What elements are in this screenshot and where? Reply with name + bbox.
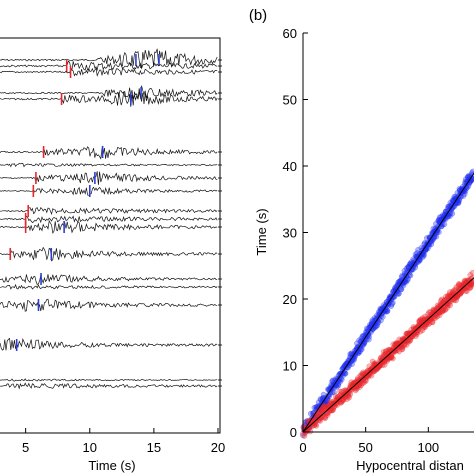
panel-b: (b) 0 10 20 30 40 50 60 0 50 100 Time (s) Hypoce… — [249, 7, 474, 473]
blue-data-point — [412, 264, 419, 271]
seismogram-trace — [0, 90, 218, 107]
blue-data-point — [379, 313, 386, 320]
red-data-point — [322, 414, 329, 420]
seismogram-trace — [0, 215, 218, 224]
red-data-point — [469, 281, 474, 287]
red-data-point — [436, 312, 443, 319]
seismogram-trace — [0, 246, 218, 262]
seismogram-trace — [0, 274, 218, 285]
red-data-point — [360, 377, 367, 384]
seismogram-trace — [0, 186, 218, 196]
y-tick-label: 30 — [283, 226, 297, 241]
blue-data-point — [424, 245, 431, 252]
seismogram-trace — [0, 48, 218, 69]
blue-data-point — [384, 307, 391, 314]
blue-data-point — [378, 317, 384, 324]
red-data-point — [346, 394, 352, 401]
fit-line-blue — [302, 172, 474, 433]
seismogram-trace — [0, 298, 218, 312]
x-tick-label: 100 — [417, 440, 439, 455]
seismogram-traces — [0, 48, 222, 390]
blue-data-point — [441, 221, 448, 228]
blue-data-point — [374, 322, 381, 329]
panel-b-y-ticks: 0 10 20 30 40 50 60 — [283, 26, 308, 440]
blue-data-point — [383, 308, 389, 315]
y-tick-label: 60 — [283, 26, 297, 41]
blue-data-point — [456, 197, 463, 204]
seismogram-trace — [0, 382, 218, 390]
y-tick-label: 0 — [290, 425, 297, 440]
red-data-point — [429, 319, 435, 325]
x-tick-label: 50 — [358, 440, 372, 455]
blue-data-point — [449, 210, 456, 217]
panel-b-y-axis-label: Time (s) — [254, 208, 269, 255]
seismogram-trace — [0, 206, 218, 216]
red-data-point — [313, 422, 320, 429]
x-tick-label: 20 — [211, 440, 225, 455]
red-data-point — [470, 280, 474, 287]
seismogram-trace — [0, 67, 218, 77]
seismogram-trace — [0, 162, 218, 168]
panel-a-x-ticks: 5 10 15 20 — [22, 428, 225, 455]
seismogram-trace — [0, 283, 218, 290]
red-data-point — [403, 342, 410, 348]
blue-data-point — [335, 382, 342, 389]
seismogram-trace — [0, 146, 218, 160]
panel-b-x-axis-label: Hypocentral distan — [356, 458, 464, 473]
red-data-point — [368, 372, 375, 379]
y-tick-label: 50 — [283, 93, 297, 108]
panel-b-title: (b) — [249, 7, 267, 24]
blue-data-point — [365, 336, 372, 343]
y-tick-label: 40 — [283, 159, 297, 174]
blue-data-point — [342, 370, 349, 377]
fit-line-red — [302, 277, 474, 433]
blue-data-point — [342, 370, 349, 377]
panel-b-x-ticks: 0 50 100 — [299, 427, 439, 455]
panel-a-x-axis-label: Time (s) — [88, 458, 135, 473]
y-tick-label: 10 — [283, 359, 297, 374]
seismogram-trace — [0, 171, 218, 185]
blue-data-point — [407, 272, 414, 279]
x-tick-label: 5 — [22, 440, 29, 455]
panel-a-frame — [0, 37, 221, 434]
red-data-point — [330, 407, 336, 413]
x-tick-label: 0 — [299, 440, 306, 455]
red-data-point — [317, 418, 324, 424]
seismogram-trace — [0, 378, 218, 382]
blue-data-point — [389, 299, 396, 306]
x-tick-label: 15 — [147, 440, 161, 455]
blue-data-point — [462, 188, 469, 194]
y-tick-label: 20 — [283, 292, 297, 307]
seismogram-trace — [0, 60, 218, 72]
blue-data-point — [436, 229, 442, 235]
x-tick-label: 10 — [83, 440, 97, 455]
seismogram-trace — [0, 219, 218, 234]
red-data-point — [389, 355, 396, 362]
blue-data-point — [403, 279, 409, 285]
red-data-point — [347, 391, 354, 397]
panel-a: 5 10 15 20 Time (s) — [0, 37, 225, 473]
seismogram-trace — [0, 337, 218, 351]
seismogram-trace — [0, 85, 218, 102]
red-data-point — [469, 270, 474, 276]
